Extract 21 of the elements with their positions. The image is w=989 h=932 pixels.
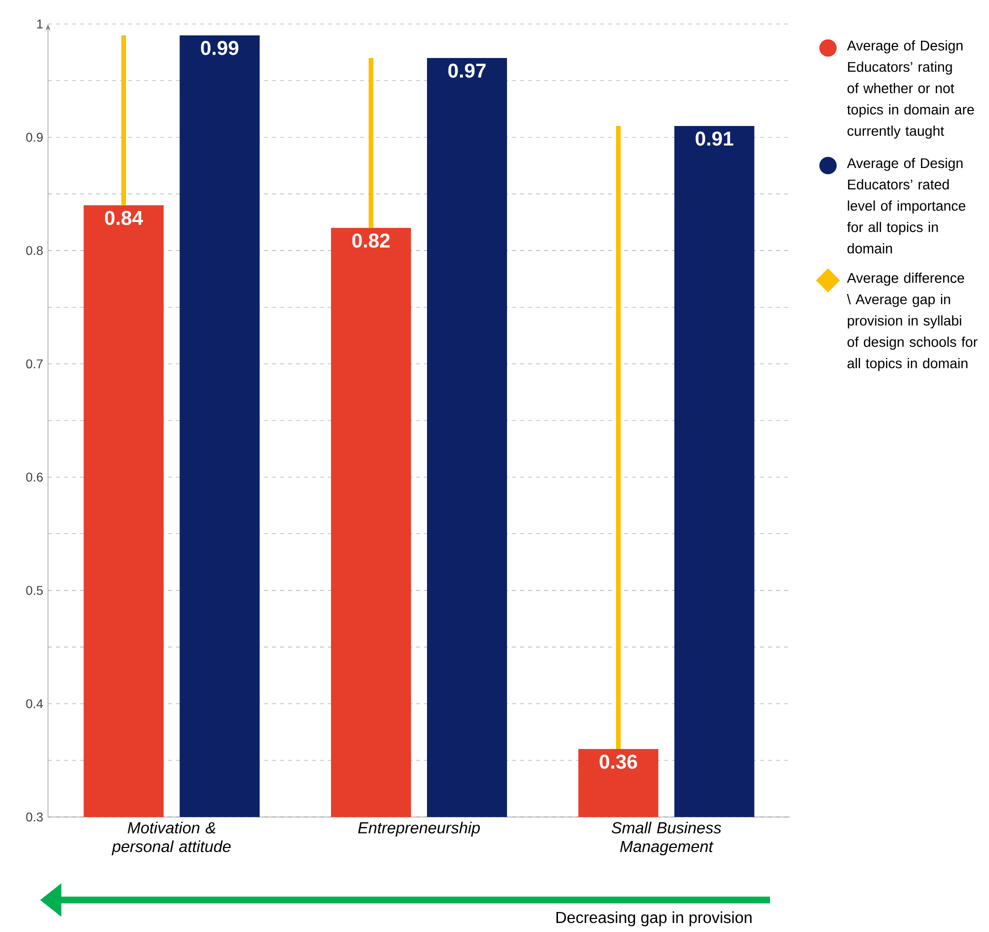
y-tick-label: 0.4 <box>26 699 43 708</box>
y-tick-label: 0.7 <box>26 359 43 368</box>
x-tick-label: Small Business Management <box>612 822 722 856</box>
y-tick-label: 0.3 <box>26 812 43 822</box>
legend-label: Average of Design Educators’ rating of whether or not topics in domain are currently taught <box>846 40 974 139</box>
data-label: 0.84 <box>105 210 144 226</box>
text: Decreasing gap in provision <box>556 911 752 926</box>
data-label: 0.99 <box>201 40 238 56</box>
data-label: 0.36 <box>600 754 638 769</box>
y-tick-label: 0.6 <box>26 472 43 482</box>
data-label: 0.97 <box>448 64 486 78</box>
legend-label: Average difference \ Average gap in provision in syllabi of design schools for all topics in domain <box>846 272 978 372</box>
x-tick-label: Entrepreneurship <box>358 822 480 837</box>
y-tick-label: 0.9 <box>26 132 43 142</box>
data-label: 0.82 <box>352 234 390 248</box>
x-tick-label: Motivation & personal attitude <box>112 822 231 856</box>
y-tick-label: 0.8 <box>26 246 43 256</box>
y-tick-label: 1 <box>37 20 43 28</box>
data-label: 0.91 <box>696 132 734 146</box>
legend-label: Average of Design Educators’ rated level of importance for all topics in domain <box>846 158 966 254</box>
y-tick-label: 0.5 <box>26 586 43 595</box>
